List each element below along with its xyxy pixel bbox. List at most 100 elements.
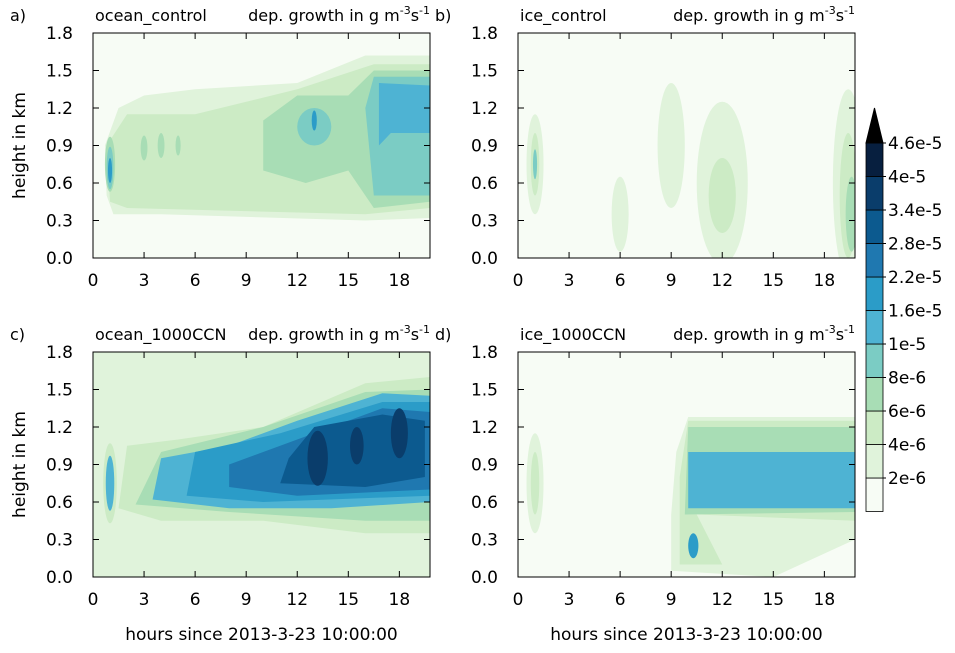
y-tick-label: 0.9 — [46, 456, 73, 476]
y-axis-label: height in km — [10, 92, 30, 199]
panel-label: d) — [435, 325, 451, 344]
x-tick-label: 3 — [564, 590, 575, 610]
y-tick-label: 0.6 — [471, 174, 498, 194]
y-tick-label: 0.0 — [471, 249, 498, 269]
colorbar-label: 1e-5 — [888, 335, 926, 355]
units-text: dep. growth in g m — [673, 325, 825, 344]
y-tick-label: 0.9 — [46, 137, 73, 157]
x-tick-label: 15 — [337, 271, 359, 291]
units-text: s — [836, 325, 844, 344]
y-tick-label: 1.2 — [46, 99, 73, 119]
contour-fill — [530, 452, 540, 515]
contour-fill — [390, 408, 408, 459]
x-tick-label: 3 — [139, 271, 150, 291]
contour-fill — [107, 158, 113, 183]
colorbar-label: 6e-6 — [888, 402, 926, 422]
y-tick-label: 0.6 — [46, 174, 73, 194]
y-tick-label: 0.0 — [471, 568, 498, 588]
y-tick-label: 1.8 — [471, 24, 498, 44]
units-exponent: -1 — [419, 323, 430, 336]
x-tick-label: 12 — [711, 590, 733, 610]
panel-label: a) — [10, 6, 26, 25]
units-text: s — [836, 6, 844, 25]
x-tick-label: 0 — [88, 271, 99, 291]
contour-fill — [157, 133, 165, 158]
contour-fill — [307, 430, 328, 486]
contours — [526, 83, 855, 258]
x-tick-label: 12 — [286, 590, 308, 610]
colorbar-box — [865, 176, 884, 211]
y-tick-label: 1.5 — [471, 62, 498, 82]
colorbar-label: 2e-6 — [888, 469, 926, 489]
colorbar-label: 3.4e-5 — [888, 201, 942, 221]
y-tick-label: 0.3 — [46, 531, 73, 551]
contour-fill — [657, 83, 685, 208]
panel-units: dep. growth in g m-3s-1 — [248, 323, 430, 344]
y-axis-label: height in km — [10, 411, 30, 518]
panel-units: dep. growth in g m-3s-1 — [248, 4, 430, 25]
x-tick-label: 0 — [88, 590, 99, 610]
panel-units: dep. growth in g m-3s-1 — [673, 4, 855, 25]
y-tick-label: 1.8 — [46, 343, 73, 363]
x-tick-label: 9 — [666, 271, 677, 291]
colorbar-box — [865, 377, 884, 412]
panel-label: c) — [10, 325, 25, 344]
colorbar-triangle — [865, 107, 884, 144]
colorbar-box — [865, 477, 884, 512]
units-exponent: -3 — [825, 4, 836, 17]
contour-fill — [708, 158, 736, 233]
y-tick-label: 0.3 — [471, 531, 498, 551]
units-text: s — [411, 325, 419, 344]
y-tick-label: 1.8 — [46, 24, 73, 44]
y-tick-label: 1.5 — [46, 62, 73, 82]
contour-fill — [378, 83, 430, 146]
x-tick-label: 12 — [286, 271, 308, 291]
y-tick-label: 0.9 — [471, 137, 498, 157]
panel-label: b) — [435, 6, 451, 25]
panel-title: ocean_1000CCN — [95, 325, 226, 345]
x-tick-label: 9 — [241, 271, 252, 291]
units-exponent: -1 — [844, 4, 855, 17]
colorbar-box — [865, 276, 884, 311]
x-tick-label: 12 — [711, 271, 733, 291]
x-tick-label: 3 — [139, 590, 150, 610]
contour-fill — [105, 455, 115, 511]
x-tick-label: 6 — [190, 590, 201, 610]
x-tick-label: 6 — [615, 590, 626, 610]
colorbar-box — [865, 310, 884, 345]
units-exponent: -3 — [400, 4, 411, 17]
contour-fill — [688, 533, 699, 559]
units-exponent: -1 — [419, 4, 430, 17]
colorbar-label: 4e-6 — [888, 436, 926, 456]
x-tick-label: 6 — [190, 271, 201, 291]
units-text: s — [411, 6, 419, 25]
x-tick-label: 18 — [814, 271, 836, 291]
x-tick-label: 9 — [241, 590, 252, 610]
y-tick-label: 0.0 — [46, 568, 73, 588]
x-tick-label: 9 — [666, 590, 677, 610]
x-tick-label: 18 — [389, 271, 411, 291]
units-exponent: -3 — [400, 323, 411, 336]
x-tick-label: 15 — [337, 590, 359, 610]
colorbar-label: 8e-6 — [888, 369, 926, 389]
contour-fill — [611, 176, 629, 252]
colorbar-label: 1.6e-5 — [888, 302, 942, 322]
colorbar-label: 4e-5 — [888, 168, 926, 188]
contour-fill — [688, 452, 855, 509]
units-exponent: -1 — [844, 323, 855, 336]
contour-fill — [311, 110, 317, 131]
contour-fill — [140, 135, 148, 161]
colorbar-label: 2.2e-5 — [888, 268, 942, 288]
y-tick-label: 0.3 — [46, 212, 73, 232]
x-tick-label: 0 — [513, 271, 524, 291]
contours — [526, 417, 855, 577]
x-tick-label: 18 — [389, 590, 411, 610]
x-tick-label: 15 — [762, 590, 784, 610]
x-tick-label: 3 — [564, 271, 575, 291]
contours — [104, 55, 430, 221]
panel-title: ice_1000CCN — [520, 325, 626, 345]
y-tick-label: 0.9 — [471, 456, 498, 476]
y-tick-label: 1.2 — [471, 418, 498, 438]
colorbar-box — [865, 209, 884, 244]
y-tick-label: 1.8 — [471, 343, 498, 363]
